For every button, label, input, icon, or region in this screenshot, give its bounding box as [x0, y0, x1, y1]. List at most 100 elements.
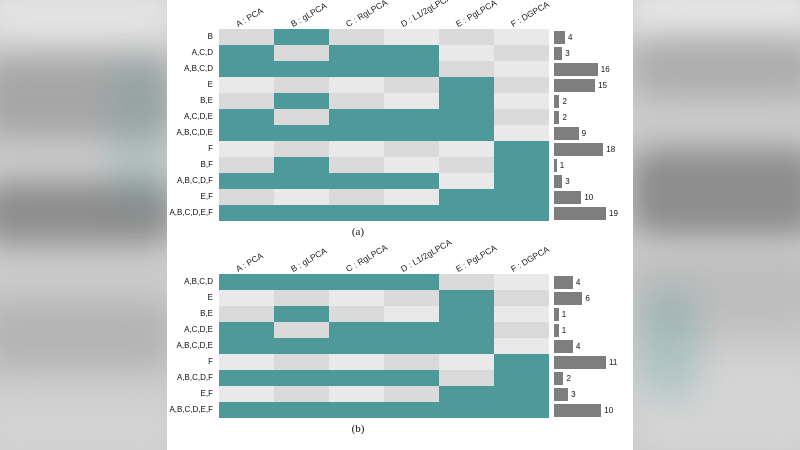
count-value: 4	[575, 341, 581, 351]
matrix-cell	[329, 306, 384, 322]
matrix-cell	[329, 45, 384, 61]
column-header: D : L1/2gLPCA	[399, 236, 454, 274]
panel-caption: (a)	[351, 226, 365, 238]
matrix-cell	[219, 274, 274, 290]
count-bar-wrap: 4	[554, 29, 572, 45]
row-label: F	[208, 144, 213, 153]
column-header: E : PgLPCA	[454, 0, 499, 29]
matrix-cell	[439, 322, 494, 338]
matrix-row: A,B,C,D 16	[167, 61, 633, 77]
column-header: C : RgLPCA	[344, 242, 390, 274]
matrix-cell	[494, 370, 549, 386]
matrix-row: E,F 10	[167, 189, 633, 205]
matrix-cell	[329, 109, 384, 125]
count-bar-wrap: 1	[554, 306, 566, 322]
matrix-cell	[219, 93, 274, 109]
count-value: 11	[609, 357, 618, 367]
matrix-cell	[439, 338, 494, 354]
matrix-cell	[219, 61, 274, 77]
count-bar	[554, 206, 606, 220]
matrix-cell	[384, 109, 439, 125]
matrix-cell	[494, 306, 549, 322]
matrix-row: A,B,C,D,F 3	[167, 173, 633, 189]
column-header: F : DGPCA	[509, 244, 551, 274]
matrix-cell	[384, 125, 439, 141]
matrix-cell	[384, 322, 439, 338]
matrix-cell	[384, 29, 439, 45]
matrix-row: E 15	[167, 77, 633, 93]
matrix-cell	[439, 109, 494, 125]
count-value: 10	[584, 192, 594, 202]
background-blur-blob	[630, 40, 800, 98]
matrix-cell	[219, 386, 274, 402]
background-blur-blob	[0, 58, 175, 138]
background-blur-blob	[625, 0, 800, 40]
matrix-cell	[494, 45, 549, 61]
count-bar-wrap: 2	[554, 370, 571, 386]
row-label: A,B,C,D	[184, 64, 213, 73]
count-value: 18	[606, 144, 616, 154]
count-bar	[554, 174, 563, 188]
count-bar-wrap: 3	[554, 386, 576, 402]
matrix-cell	[384, 157, 439, 173]
matrix-cell	[219, 354, 274, 370]
matrix-cell	[274, 205, 329, 221]
count-bar	[554, 190, 582, 204]
matrix-cell	[219, 141, 274, 157]
count-bar	[554, 142, 604, 156]
count-bar-wrap: 3	[554, 173, 570, 189]
matrix-cell	[274, 354, 329, 370]
count-bar-wrap: 18	[554, 141, 615, 157]
matrix-cell	[384, 173, 439, 189]
column-header: B : gLPCA	[289, 245, 329, 274]
row-label: A,B,C,D,E,F	[169, 208, 213, 217]
count-value: 3	[565, 176, 570, 186]
matrix-row: B,E 2	[167, 93, 633, 109]
matrix-cell	[384, 205, 439, 221]
count-value: 2	[566, 373, 571, 383]
matrix-cell	[219, 370, 274, 386]
matrix-row: A,B,C,D,E,F 19	[167, 205, 633, 221]
row-label: A,B,C,D,F	[176, 373, 213, 382]
count-value: 19	[609, 208, 618, 218]
matrix-cell	[439, 61, 494, 77]
upset-panel-b: A : PCA B : gLPCA C : RgLPCA D : L1/2gLPCA E…	[167, 237, 633, 438]
matrix-cell	[274, 141, 329, 157]
matrix-cell	[329, 173, 384, 189]
count-value: 9	[581, 128, 587, 138]
matrix-cell	[329, 125, 384, 141]
matrix-cell	[274, 125, 329, 141]
matrix-cell	[329, 370, 384, 386]
matrix-cell	[274, 77, 329, 93]
count-bar	[554, 371, 564, 385]
count-value: 4	[575, 277, 581, 287]
matrix-cell	[274, 322, 329, 338]
count-bar	[554, 78, 596, 92]
count-bar-wrap: 4	[554, 338, 580, 354]
matrix-cell	[384, 189, 439, 205]
count-bar-wrap: 16	[554, 61, 610, 77]
count-value: 4	[567, 32, 573, 42]
matrix-cell	[439, 370, 494, 386]
count-value: 15	[598, 80, 607, 90]
count-value: 1	[561, 309, 567, 319]
column-headers: A : PCA B : gLPCA C : RgLPCA D : L1/2gLPCA E…	[167, 0, 633, 29]
matrix-cell	[494, 322, 549, 338]
row-label: F	[208, 357, 213, 366]
panel-caption: (b)	[351, 423, 365, 435]
matrix-cell	[329, 354, 384, 370]
matrix-cell	[274, 189, 329, 205]
matrix-cell	[494, 290, 549, 306]
count-bar	[554, 158, 557, 172]
matrix-cell	[329, 61, 384, 77]
background-blur-blob	[630, 360, 800, 450]
count-bar	[554, 46, 563, 60]
matrix-cell	[219, 189, 274, 205]
matrix-cell	[274, 386, 329, 402]
matrix-cell	[384, 290, 439, 306]
matrix-cell	[494, 77, 549, 93]
matrix-cell	[439, 157, 494, 173]
row-label: A,B,C,D	[184, 277, 213, 286]
